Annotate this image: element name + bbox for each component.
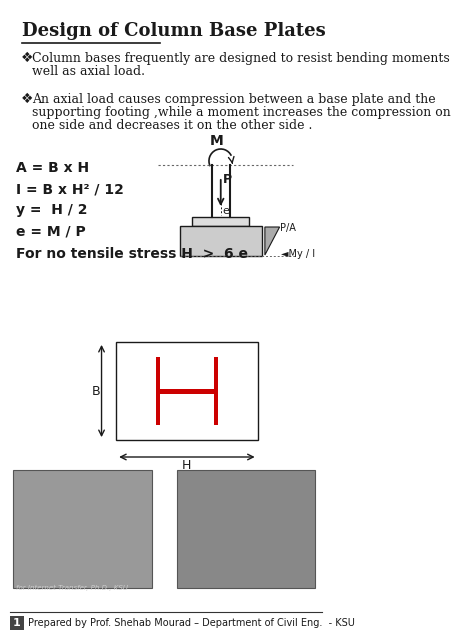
Text: supporting footing ,while a moment increases the compression on: supporting footing ,while a moment incre… [32, 106, 450, 119]
Text: Design of Column Base Plates: Design of Column Base Plates [22, 22, 325, 40]
Text: ◄My / I: ◄My / I [281, 249, 314, 259]
Polygon shape [264, 227, 279, 255]
Text: B: B [91, 385, 100, 397]
Text: e: e [222, 206, 229, 216]
Bar [156, 357, 159, 425]
Text: ❖: ❖ [21, 51, 33, 65]
Bar [192, 217, 249, 226]
Text: 1: 1 [13, 618, 21, 628]
Text: Column bases frequently are designed to resist bending moments as: Column bases frequently are designed to … [32, 52, 451, 65]
Bar [10, 616, 23, 630]
Text: M: M [209, 134, 223, 148]
Text: y =  H / 2: y = H / 2 [16, 203, 87, 217]
Text: well as axial load.: well as axial load. [32, 65, 145, 78]
Text: P: P [222, 173, 231, 186]
Bar [159, 389, 214, 394]
Text: An axial load causes compression between a base plate and the: An axial load causes compression between… [32, 93, 435, 106]
Text: H: H [182, 459, 191, 472]
Text: A = B x H: A = B x H [16, 161, 89, 175]
Bar [176, 470, 314, 588]
Text: ❖: ❖ [21, 92, 33, 106]
Text: P/A: P/A [280, 223, 295, 233]
Text: for Internet Transfer, Ph.D., KSU: for Internet Transfer, Ph.D., KSU [16, 585, 128, 591]
Text: one side and decreases it on the other side .: one side and decreases it on the other s… [32, 119, 312, 132]
Bar [214, 357, 217, 425]
Bar [13, 470, 151, 588]
Bar [179, 226, 262, 256]
Text: Prepared by Prof. Shehab Mourad – Department of Civil Eng.  - KSU: Prepared by Prof. Shehab Mourad – Depart… [28, 618, 354, 628]
Text: I = B x H² / 12: I = B x H² / 12 [16, 182, 124, 196]
Text: e = M / P: e = M / P [16, 224, 86, 238]
Bar [116, 342, 257, 440]
Text: For no tensile stress H  >  6 e: For no tensile stress H > 6 e [16, 247, 248, 261]
